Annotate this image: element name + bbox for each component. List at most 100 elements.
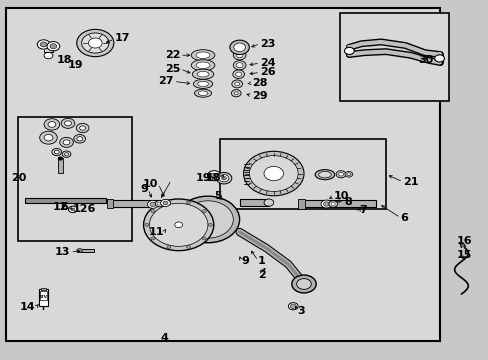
Circle shape [243, 151, 304, 196]
Circle shape [76, 123, 89, 133]
Circle shape [221, 176, 226, 180]
Circle shape [231, 80, 242, 88]
Circle shape [77, 248, 82, 253]
Circle shape [288, 303, 298, 310]
Text: 12: 12 [53, 202, 68, 212]
Circle shape [328, 201, 337, 207]
Ellipse shape [197, 71, 208, 77]
Text: 9: 9 [140, 184, 148, 194]
Circle shape [231, 90, 241, 97]
Circle shape [210, 173, 217, 178]
Circle shape [229, 40, 249, 54]
Circle shape [233, 50, 245, 60]
Circle shape [151, 237, 155, 240]
Circle shape [166, 246, 170, 248]
Circle shape [344, 47, 353, 54]
Circle shape [68, 206, 77, 213]
Bar [41, 288, 45, 291]
Circle shape [149, 203, 207, 246]
Circle shape [434, 55, 444, 62]
Text: 20: 20 [11, 173, 27, 183]
Bar [239, 199, 268, 206]
Circle shape [232, 70, 244, 78]
Circle shape [290, 304, 296, 309]
Text: 126: 126 [73, 204, 96, 214]
Circle shape [249, 156, 298, 192]
Ellipse shape [196, 62, 210, 68]
Bar [220, 139, 385, 209]
Circle shape [143, 199, 213, 251]
Text: 2: 2 [258, 270, 265, 280]
Ellipse shape [315, 170, 334, 180]
Circle shape [264, 199, 273, 206]
Text: 5: 5 [213, 191, 221, 201]
Text: 29: 29 [251, 91, 267, 101]
Circle shape [296, 279, 311, 289]
Circle shape [88, 38, 102, 48]
Circle shape [40, 42, 47, 47]
Text: 6: 6 [400, 213, 407, 222]
Circle shape [163, 201, 167, 205]
Circle shape [233, 60, 245, 70]
Bar [40, 291, 46, 300]
Bar [18, 117, 132, 241]
Circle shape [202, 210, 206, 212]
Text: 24: 24 [260, 58, 275, 68]
Ellipse shape [193, 79, 212, 89]
Ellipse shape [191, 50, 214, 61]
Circle shape [207, 171, 221, 181]
Circle shape [176, 196, 239, 243]
Circle shape [63, 140, 70, 145]
Text: 11: 11 [148, 227, 163, 237]
Text: RTV: RTV [39, 294, 47, 298]
Circle shape [61, 118, 75, 129]
Text: 10: 10 [333, 191, 348, 201]
Bar [110, 200, 181, 207]
Bar [107, 199, 113, 208]
Circle shape [235, 72, 241, 76]
Circle shape [219, 175, 228, 182]
Circle shape [323, 202, 329, 206]
Circle shape [64, 121, 71, 126]
Bar [79, 249, 94, 252]
Text: 13: 13 [55, 247, 70, 257]
Text: 28: 28 [251, 78, 267, 88]
Text: 25: 25 [164, 64, 180, 74]
Circle shape [234, 92, 238, 95]
Text: 18: 18 [57, 55, 72, 65]
Circle shape [48, 122, 56, 127]
Circle shape [166, 201, 170, 204]
Bar [5, 8, 439, 341]
Text: 18: 18 [205, 173, 221, 183]
Circle shape [147, 201, 158, 208]
Circle shape [234, 82, 239, 86]
Circle shape [37, 40, 50, 49]
Text: 9: 9 [241, 256, 248, 266]
Circle shape [52, 148, 61, 156]
Circle shape [74, 134, 85, 143]
Text: 27: 27 [158, 76, 173, 86]
Bar [298, 199, 305, 209]
Circle shape [60, 137, 73, 147]
Text: 7: 7 [358, 206, 366, 216]
Circle shape [150, 202, 156, 207]
Circle shape [40, 131, 57, 144]
Circle shape [158, 202, 161, 205]
Circle shape [335, 171, 345, 178]
Bar [39, 289, 47, 306]
Circle shape [58, 157, 63, 160]
Ellipse shape [198, 91, 207, 95]
Text: 4: 4 [160, 333, 168, 343]
Circle shape [338, 172, 343, 176]
Circle shape [160, 199, 170, 207]
Circle shape [145, 224, 149, 226]
Circle shape [236, 53, 243, 58]
Text: 23: 23 [260, 39, 275, 49]
Circle shape [62, 151, 71, 157]
Text: 14: 14 [20, 302, 36, 312]
Bar [25, 198, 105, 203]
Circle shape [264, 166, 283, 181]
Circle shape [186, 246, 190, 248]
Text: 19: 19 [68, 60, 83, 70]
Circle shape [186, 201, 190, 204]
